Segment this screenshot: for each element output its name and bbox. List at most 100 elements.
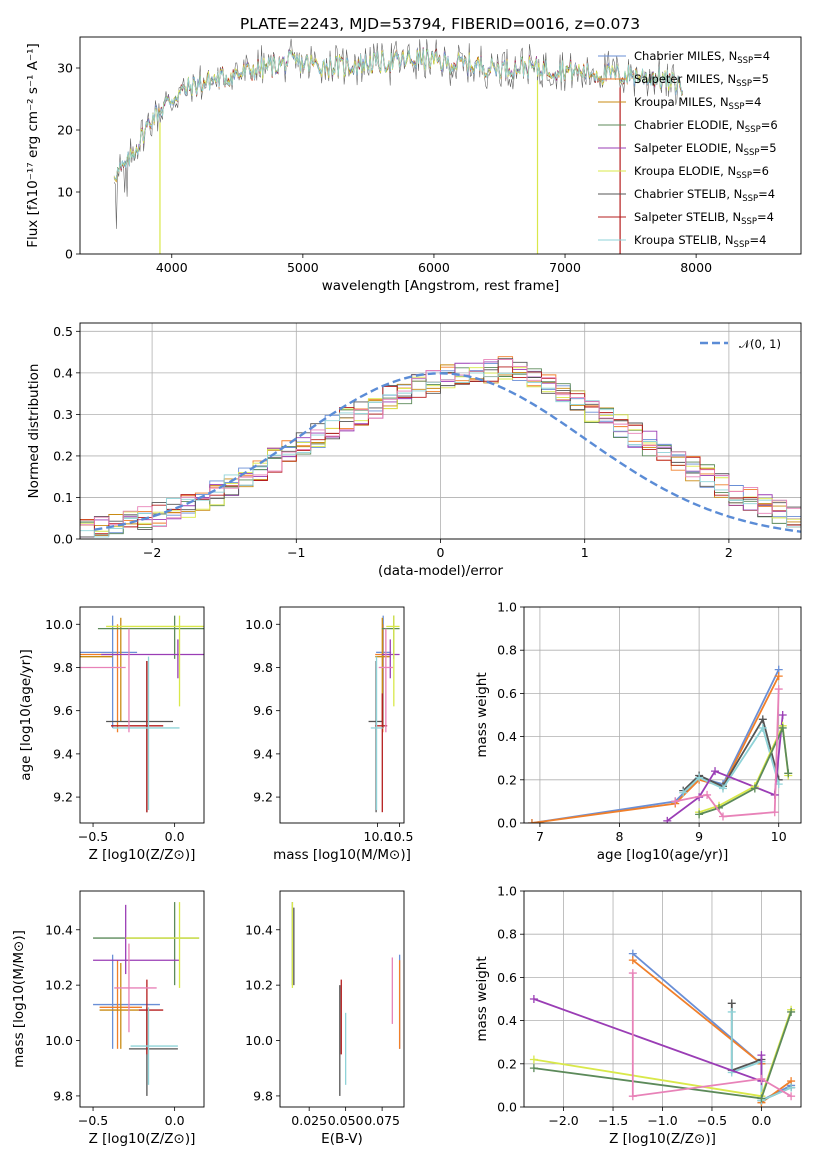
y-tick-label: 9.8 [53, 660, 73, 675]
x-tick-label: −1 [287, 545, 305, 560]
y-tick-label: 9.8 [253, 1088, 273, 1103]
axes-frame [279, 606, 405, 824]
axes-frame [279, 890, 405, 1108]
mass-weight-marker [757, 1094, 766, 1103]
legend-label: Kroupa STELIB, NSSP=4 [634, 233, 766, 250]
legend-subscript: SSP [741, 217, 757, 227]
x-tick-label: 0.025 [291, 1113, 327, 1128]
mass-weight-marker [758, 723, 767, 732]
x-tick-label: 8000 [680, 260, 712, 275]
y-tick-label: 30 [57, 61, 73, 76]
plot-area [527, 665, 793, 823]
y-tick-label: 9.2 [253, 790, 273, 805]
legend-label: Salpeter STELIB, NSSP=4 [634, 210, 774, 227]
mass-weight-marker [718, 784, 727, 793]
x-tick-label: 10 [771, 829, 787, 844]
y-tick-label: 0.4 [497, 729, 517, 744]
y-tick-label: 9.6 [53, 703, 73, 718]
x-tick-label: 8 [616, 829, 624, 844]
legend-value: =6 [761, 118, 778, 132]
histogram-series [80, 372, 801, 539]
axes-frame [79, 322, 802, 540]
y-tick-label: 10.0 [45, 1033, 73, 1048]
x-tick-label: −2 [143, 545, 161, 560]
legend-label: Salpeter MILES, NSSP=5 [634, 72, 769, 89]
y-tick-label: 0.4 [497, 1013, 517, 1028]
residual-histogram-panel: −2 −1 0 1 2 0.0 0.1 0.2 0.3 0.4 0.5 (data-model)/er… [26, 322, 802, 579]
y-tick-label: 0.0 [53, 532, 73, 547]
y-tick-label: 20 [57, 123, 73, 138]
mass-weight-marker [529, 1064, 538, 1073]
legend-subscript: SSP [742, 194, 758, 204]
spectrum-line [113, 49, 683, 181]
y-tick-label: 0 [65, 247, 73, 262]
legend-subscript: SSP [744, 148, 760, 158]
mass-weight-marker [787, 1092, 796, 1101]
x-tick-label: −0.5 [78, 1113, 108, 1128]
legend-value: =5 [752, 72, 769, 86]
legend-value: =4 [758, 187, 775, 201]
x-axis-label: mass [log10(M/M⊙)] [273, 847, 411, 863]
mass-weight-line [531, 675, 780, 823]
y-axis-label: mass [log10(M/M⊙)] [11, 930, 27, 1068]
legend-value: =4 [749, 233, 766, 247]
mass-weight-marker [628, 969, 637, 978]
spectrum-line [113, 47, 684, 181]
y-tick-label: 0.4 [53, 365, 73, 380]
mass-weight-marker [778, 723, 787, 732]
mass-weight-marker [774, 672, 783, 681]
spectrum-line [113, 47, 684, 181]
plot-area [291, 902, 401, 1096]
mass-weight-marker [750, 784, 759, 793]
legend-label: Chabrier STELIB, NSSP=4 [634, 187, 775, 204]
mass-weight-marker [695, 810, 704, 819]
mass-weight-vs-metallicity-panel: −2.0 −1.5 −1.0 −0.5 0.0 0.0 0.2 0.4 0.6 0.8 1.0 Z [… [474, 884, 802, 1147]
x-tick-label: 10.5 [386, 829, 414, 844]
y-tick-label: 10 [57, 185, 73, 200]
y-tick-label: 0.6 [497, 686, 517, 701]
mass-weight-marker [757, 1051, 766, 1060]
x-axis-label: E(B-V) [321, 1131, 363, 1147]
x-tick-label: 4000 [156, 260, 188, 275]
mass-weight-marker [671, 797, 680, 806]
x-tick-label: −0.5 [78, 829, 108, 844]
y-tick-label: 10.0 [245, 617, 273, 632]
legend-subscript: SSP [736, 79, 752, 89]
x-tick-label: 7 [536, 829, 544, 844]
legend-label: Chabrier ELODIE, NSSP=6 [634, 118, 778, 135]
legend-label: Kroupa ELODIE, NSSP=6 [634, 164, 769, 181]
plot-area [80, 615, 204, 813]
x-tick-label: 6000 [418, 260, 450, 275]
legend-value: =5 [760, 141, 777, 155]
legend-label: Kroupa MILES, NSSP=4 [634, 95, 761, 112]
mass-weight-marker [529, 1055, 538, 1064]
mass-weight-marker [527, 819, 536, 823]
mass-vs-reddening-panel: 0.025 0.050 0.075 9.8 10.0 10.2 10.4 E(B-V) [245, 890, 405, 1147]
mass-weight-marker [718, 812, 727, 821]
y-axis-label: mass weight [474, 672, 490, 757]
y-tick-label: 0.1 [53, 490, 73, 505]
x-tick-label: −0.5 [697, 1113, 727, 1128]
mass-weight-line [533, 998, 763, 1083]
spectrum-line [113, 49, 683, 183]
x-tick-label: 0 [437, 545, 445, 560]
mass-weight-line [531, 669, 780, 823]
histogram-series [80, 358, 801, 539]
legend-value: =4 [753, 49, 770, 63]
axes-frame [79, 606, 205, 824]
plot-area [93, 902, 200, 1096]
x-tick-label: 0.050 [328, 1113, 364, 1128]
legend-value: =6 [752, 164, 769, 178]
y-tick-label: 0.2 [497, 1056, 517, 1071]
legend-subscript: SSP [734, 240, 750, 250]
y-tick-label: 0.8 [497, 643, 517, 658]
mass-weight-marker [695, 773, 704, 782]
y-tick-label: 10.0 [245, 1033, 273, 1048]
legend-subscript: SSP [737, 56, 753, 66]
y-tick-label: 9.6 [253, 703, 273, 718]
y-axis-label: mass weight [474, 956, 490, 1041]
legend-subscript: SSP [729, 102, 745, 112]
legend-subscript: SSP [736, 171, 752, 181]
